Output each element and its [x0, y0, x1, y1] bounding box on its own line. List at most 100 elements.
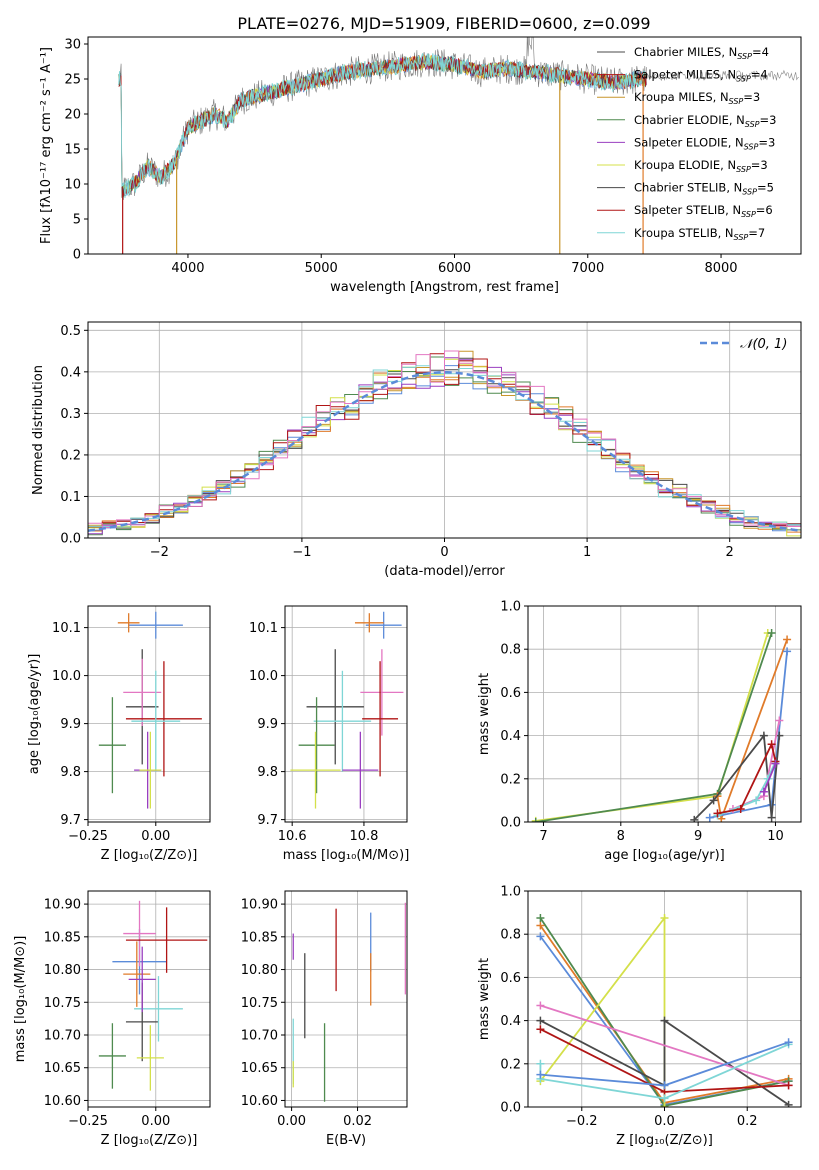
- y-tick-label: 0.0: [60, 532, 81, 547]
- plus-marker: [660, 914, 669, 922]
- y-tick-label: 0.4: [60, 365, 81, 380]
- x-tick-label: 0.2: [737, 1114, 758, 1129]
- weight-series: [531, 629, 772, 822]
- x-tick-label: 0.02: [343, 1114, 372, 1129]
- plus-marker: [783, 647, 792, 656]
- error-bar-point: [290, 731, 341, 809]
- error-bar-point: [134, 976, 183, 1042]
- x-axis-label: Z [log₁₀(Z/Z⊙)]: [101, 1133, 198, 1148]
- y-tick-label: 10.70: [44, 1029, 81, 1044]
- y-tick-label: 10.65: [44, 1061, 81, 1076]
- legend-entry: Kroupa MILES, NSSP=3: [634, 90, 760, 106]
- x-tick-label: −0.25: [68, 1114, 108, 1129]
- plus-marker: [767, 629, 776, 637]
- error-bar-point: [354, 613, 384, 633]
- y-tick-label: 0.2: [60, 448, 81, 463]
- plus-marker: [759, 787, 768, 796]
- y-axis-label: mass weight: [477, 673, 492, 755]
- y-tick-label: 0.8: [500, 643, 521, 658]
- y-tick-label: 10.1: [52, 621, 81, 636]
- plus-marker: [705, 813, 714, 822]
- x-tick-label: 0.0: [654, 1114, 675, 1129]
- error-bar-point: [98, 697, 126, 794]
- y-tick-label: 10.0: [249, 669, 278, 684]
- y-tick-label: 1.0: [500, 600, 521, 615]
- y-tick-label: 0.0: [500, 1101, 521, 1116]
- y-axis-label: age [log₁₀(age/yr)]: [27, 654, 42, 775]
- axes-frame: [87, 36, 802, 255]
- y-tick-label: 0.3: [60, 407, 81, 422]
- error-bar-point: [136, 1025, 164, 1091]
- series-line: [763, 763, 777, 793]
- panel-z_weight: −0.2 0.0 0.2 0.0 0.2 0.4 0.6 0.8 1.0 Z [log₁₀(Z/Z…: [477, 885, 802, 1148]
- plus-marker: [536, 921, 545, 930]
- plus-marker: [660, 1094, 669, 1103]
- legend-entry: Kroupa STELIB, NSSP=7: [634, 226, 765, 242]
- legend-entry: Salpeter MILES, NSSP=4: [634, 68, 768, 84]
- plus-marker: [536, 914, 545, 922]
- panel-residuals: −2 −1 0 1 2 0.0 0.1 0.2 0.3 0.4 0.5 (data-model)/er…: [31, 321, 802, 579]
- x-tick-label: 1: [583, 545, 591, 560]
- plus-marker: [767, 813, 776, 822]
- x-tick-label: 0.00: [141, 829, 170, 844]
- error-bar-point: [123, 941, 151, 1007]
- legend-entry: Salpeter ELODIE, NSSP=3: [634, 135, 775, 151]
- plus-marker: [771, 759, 780, 768]
- x-tick-label: 7: [539, 829, 547, 844]
- y-tick-label: 25: [64, 73, 81, 88]
- panel-z_age: −0.25 0.00 9.7 9.8 9.9 10.0 10.1 Z [log₁₀(Z/Z⊙)…: [27, 605, 211, 863]
- plot-area: [98, 611, 202, 809]
- weight-series: [713, 740, 780, 818]
- error-bar-point: [139, 731, 162, 809]
- weight-series: [531, 629, 776, 822]
- error-bar-point: [123, 658, 162, 726]
- y-tick-label: 15: [64, 143, 81, 158]
- error-bar-point: [98, 1023, 126, 1089]
- weight-series: [759, 759, 780, 796]
- x-tick-label: −0.25: [68, 829, 108, 844]
- y-tick-label: 9.7: [60, 813, 81, 828]
- series-line: [535, 632, 773, 822]
- error-bar-point: [131, 670, 181, 772]
- y-tick-label: 10.1: [249, 621, 278, 636]
- error-bar-point: [128, 946, 156, 1013]
- x-tick-label: 8: [617, 829, 625, 844]
- plus-marker: [783, 635, 792, 644]
- y-tick-label: 10.65: [241, 1061, 278, 1076]
- y-tick-label: 5: [73, 213, 81, 228]
- y-axis-label: Normed distribution: [31, 365, 46, 495]
- x-tick-label: 4000: [171, 261, 204, 276]
- plus-marker: [759, 731, 768, 740]
- legend-entry: Salpeter STELIB, NSSP=6: [634, 203, 773, 219]
- series-line: [540, 1004, 789, 1087]
- spectrum-tail-line: [646, 69, 799, 82]
- y-tick-label: 10.85: [44, 930, 81, 945]
- axes-frame: [527, 605, 802, 823]
- panel-ebv_mass: 0.00 0.02 10.60 10.65 10.70 10.75 10.80 10.85 10…: [241, 890, 408, 1148]
- x-tick-label: 2: [726, 545, 734, 560]
- axes-frame: [284, 605, 408, 823]
- plus-marker: [736, 805, 745, 814]
- x-axis-label: Z [log₁₀(Z/Z⊙)]: [616, 1133, 713, 1148]
- y-tick-label: 0.0: [500, 816, 521, 831]
- error-bar-point: [365, 611, 402, 639]
- legend-entry: Kroupa ELODIE, NSSP=3: [634, 158, 768, 174]
- plus-marker: [660, 1016, 669, 1025]
- y-tick-label: 10.80: [241, 963, 278, 978]
- error-bar-point: [362, 661, 399, 777]
- legend: Chabrier MILES, NSSP=4 Salpeter MILES, NS…: [597, 45, 776, 242]
- panel-age_weight: 7 8 9 10 0.0 0.2 0.4 0.6 0.8 1.0 age [log₁₀(age/yr…: [477, 600, 802, 863]
- y-tick-label: 10.90: [44, 898, 81, 913]
- legend-entry: 𝒩(0, 1): [740, 337, 787, 352]
- y-tick-label: 10.60: [241, 1094, 278, 1109]
- panel-spectrum: 4000 5000 6000 7000 8000 0 5 10 15 20 25 30 waveleng…: [39, 36, 802, 295]
- legend: 𝒩(0, 1): [700, 337, 787, 352]
- plus-marker: [784, 1100, 793, 1107]
- y-tick-label: 1.0: [500, 885, 521, 900]
- series-line: [539, 1018, 790, 1106]
- y-tick-label: 0.6: [500, 686, 521, 701]
- y-axis-label: mass weight: [477, 958, 492, 1040]
- error-bar-point: [313, 670, 372, 772]
- series-line: [717, 741, 777, 815]
